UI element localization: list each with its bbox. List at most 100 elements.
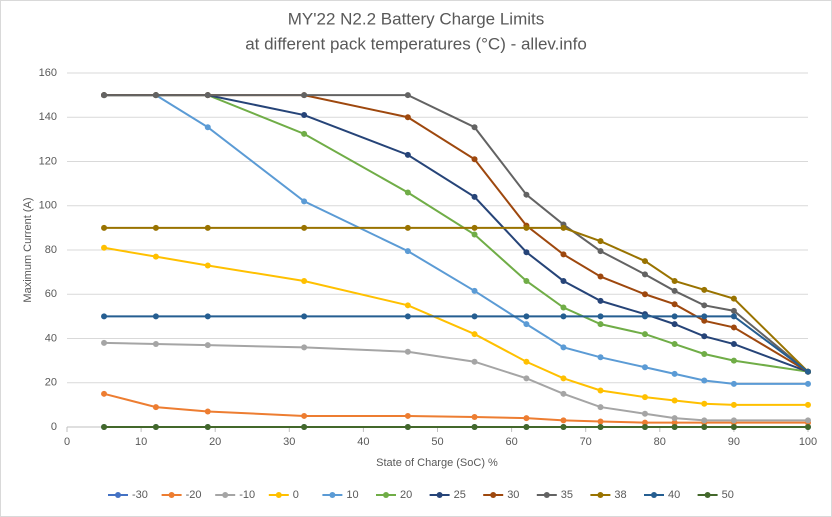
data-point (641, 331, 648, 338)
data-point (641, 364, 648, 371)
data-point (730, 357, 737, 364)
data-point (404, 248, 411, 255)
data-point (560, 424, 567, 430)
series-line (104, 94, 808, 385)
series-line (103, 392, 808, 424)
data-point (560, 251, 567, 258)
x-tick-label: 70 (580, 436, 592, 448)
data-point (597, 418, 604, 425)
legend-label: 40 (668, 489, 680, 501)
legend-marker (651, 492, 657, 498)
data-point (523, 321, 530, 328)
data-point (471, 358, 478, 365)
legend-marker (490, 492, 497, 498)
data-point (152, 253, 159, 260)
data-point (101, 339, 108, 346)
data-point (523, 191, 530, 198)
data-point (701, 417, 708, 424)
data-point (204, 342, 211, 349)
data-point (471, 424, 478, 430)
data-point (471, 313, 478, 320)
data-point (730, 313, 737, 320)
legend-label: 35 (561, 489, 573, 501)
data-point (152, 313, 159, 320)
data-point (730, 380, 737, 387)
data-point (730, 424, 737, 430)
legend-label: 10 (346, 489, 358, 501)
data-point (204, 262, 211, 269)
legend-marker (329, 492, 336, 498)
x-tick-label: 50 (431, 436, 443, 448)
data-point (471, 414, 478, 421)
data-point (471, 124, 478, 131)
data-point (152, 341, 159, 348)
data-point (805, 380, 811, 387)
data-point (671, 397, 678, 404)
data-point (805, 368, 811, 375)
data-point (404, 189, 411, 196)
data-point (730, 295, 737, 302)
data-point (671, 301, 678, 308)
data-point (560, 224, 567, 231)
data-point (671, 321, 678, 328)
x-tick-label: 20 (209, 436, 221, 448)
y-tick-label: 0 (51, 421, 57, 433)
data-point (730, 417, 737, 424)
y-tick-label: 60 (45, 288, 57, 300)
data-point (730, 401, 737, 408)
data-point (101, 92, 108, 99)
data-point (404, 424, 411, 430)
data-point (523, 358, 530, 365)
data-point (301, 130, 308, 137)
data-point (523, 375, 530, 382)
data-point (597, 248, 604, 255)
data-point (597, 321, 604, 328)
data-point (701, 286, 708, 293)
data-point (671, 415, 678, 422)
data-point (301, 313, 308, 320)
legend-marker (597, 492, 604, 498)
legend-marker (222, 492, 229, 498)
data-point (560, 304, 567, 311)
data-point (404, 224, 411, 231)
series-line (104, 94, 809, 373)
data-point (101, 224, 108, 231)
data-point (701, 400, 708, 407)
series-line (104, 226, 809, 373)
data-point (301, 412, 308, 419)
legend-label: -10 (239, 489, 255, 501)
data-point (404, 92, 411, 99)
data-point (671, 287, 678, 294)
data-point (204, 224, 211, 231)
data-point (560, 277, 567, 284)
data-point (301, 424, 308, 430)
data-point (701, 333, 708, 340)
data-point (641, 394, 648, 401)
data-point (730, 324, 737, 331)
data-point (641, 410, 648, 417)
data-point (641, 419, 648, 426)
legend-label: 50 (722, 489, 734, 501)
data-point (204, 424, 211, 430)
x-tick-label: 10 (135, 436, 147, 448)
data-point (101, 244, 108, 251)
data-point (152, 224, 159, 231)
data-point (404, 151, 411, 158)
data-point (701, 377, 708, 384)
x-tick-label: 80 (654, 436, 666, 448)
x-tick-label: 90 (728, 436, 740, 448)
data-point (152, 424, 159, 430)
legend-label: 30 (507, 489, 519, 501)
y-tick-label: 20 (45, 377, 57, 389)
data-point (404, 412, 411, 419)
legend-marker (436, 492, 443, 498)
data-point (471, 231, 478, 238)
x-tick-label: 30 (283, 436, 295, 448)
data-point (523, 277, 530, 284)
data-point (204, 92, 211, 99)
data-point (404, 114, 411, 121)
data-point (471, 331, 478, 338)
data-point (301, 224, 308, 231)
data-point (641, 291, 648, 298)
